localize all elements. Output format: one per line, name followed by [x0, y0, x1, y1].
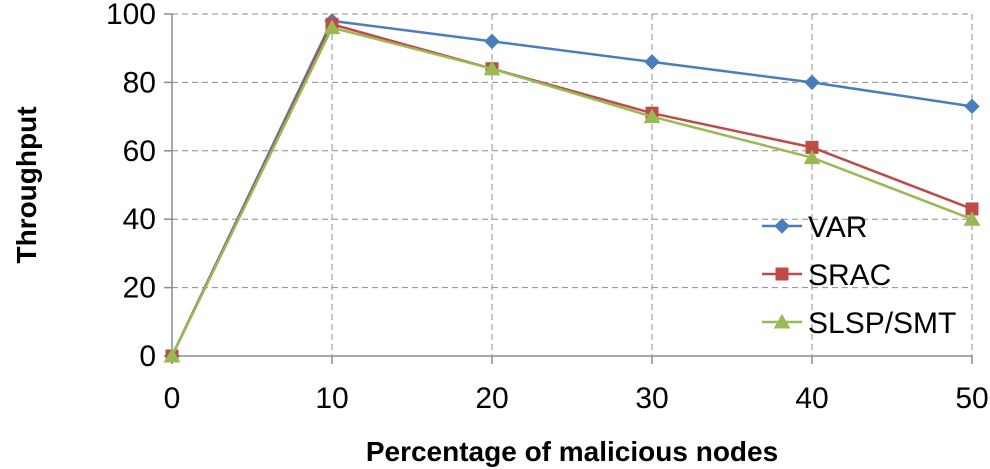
y-tick-label: 0 — [139, 340, 156, 373]
data-point-var — [484, 33, 500, 50]
axes — [164, 13, 973, 364]
legend-label-slsp-smt: SLSP/SMT — [808, 307, 956, 340]
y-tick-label: 40 — [123, 203, 156, 236]
x-tick-label: 0 — [164, 382, 181, 415]
series-line-var — [170, 19, 973, 357]
data-point-slsp-smt — [643, 108, 661, 124]
data-point-slsp-smt — [163, 347, 181, 363]
tick-labels: 0 20 40 60 80 100 0 10 20 30 40 50 — [106, 0, 989, 415]
legend-marker-slsp-smt — [773, 313, 791, 329]
grid-lines — [172, 13, 973, 356]
legend-label-var: VAR — [808, 211, 867, 244]
legend: VAR SRAC SLSP/SMT — [762, 211, 956, 340]
data-point-slsp-smt — [803, 149, 821, 165]
y-tick-label: 60 — [123, 135, 156, 168]
data-series — [163, 13, 981, 364]
legend-item-slsp-smt: SLSP/SMT — [762, 307, 956, 340]
y-tick-label: 100 — [106, 0, 156, 31]
legend-marker-var — [774, 218, 790, 234]
legend-item-var: VAR — [762, 211, 867, 244]
data-point-slsp-smt — [483, 60, 501, 76]
x-tick-label: 20 — [475, 382, 508, 415]
data-point-var — [804, 74, 820, 91]
x-tick-label: 50 — [955, 382, 988, 415]
data-point-slsp-smt — [963, 211, 981, 226]
y-tick-label: 20 — [123, 272, 156, 305]
data-point-var — [964, 98, 980, 115]
data-point-slsp-smt — [323, 19, 341, 35]
legend-item-srac: SRAC — [762, 259, 891, 292]
x-axis-title: Percentage of malicious nodes — [366, 436, 778, 467]
series-line-slsp-smt — [170, 26, 973, 357]
x-tick-label: 30 — [635, 382, 668, 415]
x-tick-label: 40 — [795, 382, 828, 415]
y-axis-title: Throughput — [11, 106, 42, 263]
y-tick-label: 80 — [123, 66, 156, 99]
legend-label-srac: SRAC — [808, 259, 891, 292]
x-tick-label: 10 — [315, 382, 348, 415]
data-point-var — [644, 54, 660, 70]
series-slsp-smt — [163, 19, 981, 363]
legend-marker-srac — [775, 267, 789, 281]
